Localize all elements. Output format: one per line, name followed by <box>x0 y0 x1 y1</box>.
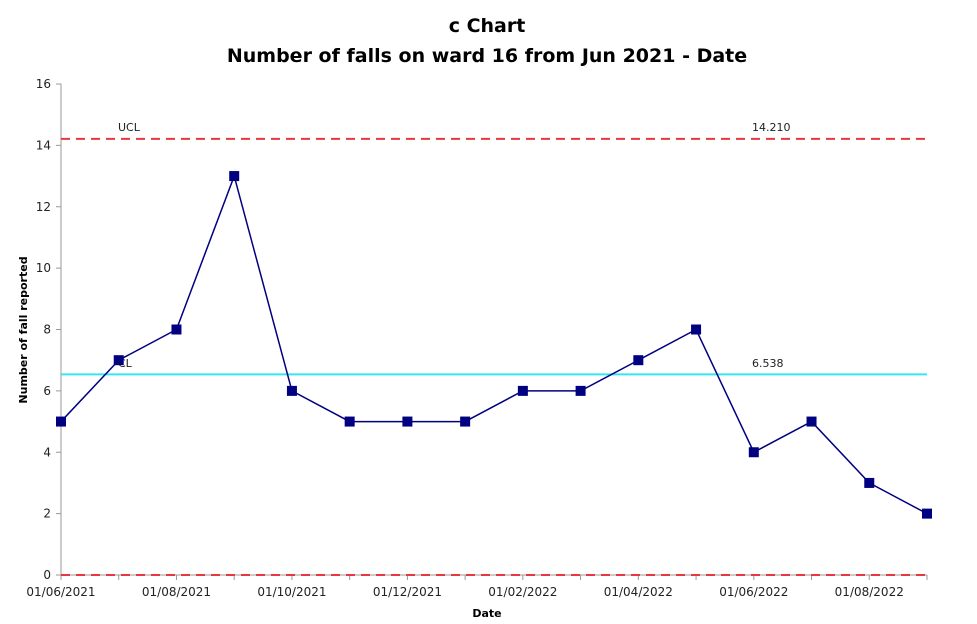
x-tick-label: 01/10/2021 <box>257 585 326 599</box>
series-falls <box>56 171 932 519</box>
y-tick-label: 12 <box>36 200 51 214</box>
x-tick-label: 01/06/2021 <box>26 585 95 599</box>
data-point <box>864 477 875 488</box>
data-point <box>402 416 413 427</box>
data-point <box>171 324 182 335</box>
y-tick-label: 4 <box>43 445 51 459</box>
data-point <box>575 385 586 396</box>
data-point <box>460 416 471 427</box>
y-tick-label: 0 <box>43 568 51 582</box>
y-tick-label: 2 <box>43 507 51 521</box>
x-tick-label: 01/06/2022 <box>719 585 788 599</box>
x-tick-label: 01/04/2022 <box>604 585 673 599</box>
chart-title: c Chart <box>449 15 526 37</box>
y-tick-label: 14 <box>36 138 51 152</box>
y-tick-label: 16 <box>36 77 51 91</box>
data-point <box>748 447 759 458</box>
data-point <box>517 385 528 396</box>
x-tick-label: 01/08/2021 <box>142 585 211 599</box>
x-axis-label: Date <box>472 607 501 620</box>
data-point <box>113 355 124 366</box>
x-tick-label: 01/12/2021 <box>373 585 442 599</box>
x-tick-label: 01/02/2022 <box>488 585 557 599</box>
y-tick-label: 8 <box>43 323 51 337</box>
data-point <box>229 171 240 182</box>
ucl-value-label: 14.210 <box>752 121 791 134</box>
data-point <box>286 385 297 396</box>
data-point <box>922 508 932 519</box>
data-point <box>806 416 817 427</box>
data-point <box>56 416 66 427</box>
series-line <box>60 173 928 515</box>
data-point <box>344 416 355 427</box>
ucl-label: UCL <box>118 121 141 134</box>
axes: 0 2 4 6 8 10 12 14 16 01/06/2021 01/08/2021 01/10/2… <box>26 77 928 599</box>
y-tick-label: 10 <box>36 261 51 275</box>
control-lines <box>61 137 927 576</box>
x-tick-label: 01/08/2022 <box>835 585 904 599</box>
data-point <box>691 324 702 335</box>
cl-value-label: 6.538 <box>752 357 784 370</box>
y-axis-label: Number of fall reported <box>17 256 30 403</box>
y-tick-label: 6 <box>43 384 51 398</box>
chart-subtitle: Number of falls on ward 16 from Jun 2021… <box>227 45 747 67</box>
data-point <box>633 355 644 366</box>
